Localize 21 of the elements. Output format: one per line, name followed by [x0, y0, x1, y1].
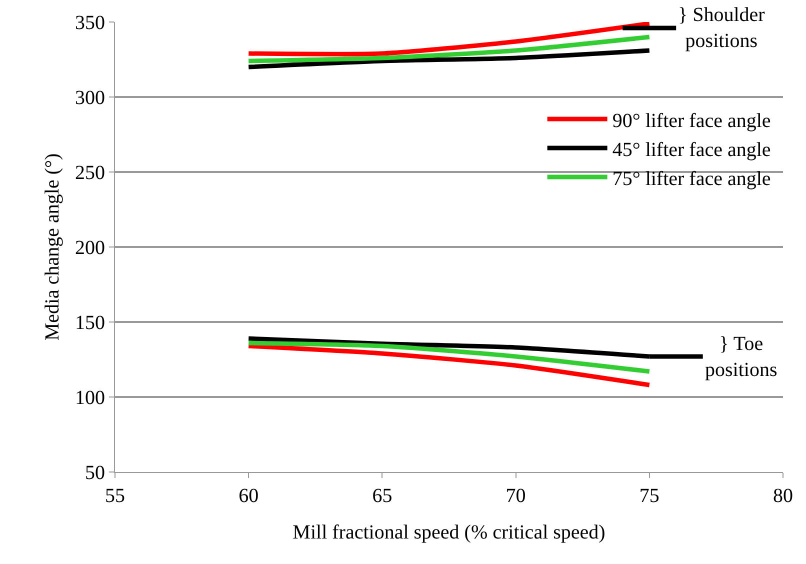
y-tick-label: 100 — [75, 387, 105, 409]
annotation: } Shoulder positions — [678, 4, 766, 52]
x-tick-label: 70 — [506, 485, 526, 507]
y-tick-label: 350 — [75, 12, 105, 34]
x-axis-title: Mill fractional speed (% critical speed) — [292, 522, 606, 544]
x-tick-label: 55 — [105, 485, 125, 507]
legend-label: 75° lifter face angle — [612, 168, 771, 190]
y-axis-title: Media change angle (°) — [42, 153, 64, 341]
line-series — [246, 344, 652, 388]
x-tick-label: 80 — [773, 485, 793, 507]
y-tick-label: 150 — [75, 312, 105, 334]
x-tick-label: 65 — [372, 485, 392, 507]
y-tick-label: 250 — [75, 162, 105, 184]
x-tick-label: 60 — [238, 485, 259, 507]
y-tick-label: 300 — [75, 87, 105, 109]
annotation: } Toe positions — [705, 333, 778, 381]
y-tick-label: 200 — [75, 237, 105, 259]
y-tick-label: 50 — [85, 462, 105, 484]
legend-label: 90° lifter face angle — [612, 110, 771, 132]
x-tick-label: 75 — [639, 485, 660, 507]
legend-label: 45° lifter face angle — [612, 138, 771, 161]
